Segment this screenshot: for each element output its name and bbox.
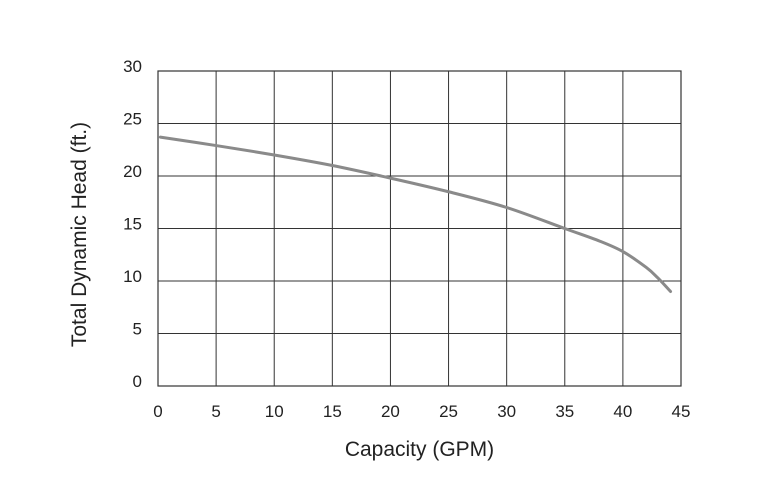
y-tick-label: 25 <box>123 110 142 129</box>
x-tick-label: 40 <box>613 402 632 421</box>
y-tick-label: 15 <box>123 215 142 234</box>
y-axis-label: Total Dynamic Head (ft.) <box>68 122 91 347</box>
x-tick-label: 25 <box>439 402 458 421</box>
x-axis-label: Capacity (GPM) <box>345 438 494 461</box>
plot-frame <box>157 70 682 387</box>
y-tick-label: 0 <box>133 372 142 391</box>
y-tick-label: 20 <box>123 162 142 181</box>
x-axis-ticks: 0 5 10 15 20 25 30 35 40 45 <box>153 402 690 421</box>
x-tick-label: 15 <box>323 402 342 421</box>
x-tick-label: 20 <box>381 402 400 421</box>
x-tick-label: 30 <box>497 402 516 421</box>
series-layer <box>158 135 673 293</box>
x-tick-label: 45 <box>672 402 691 421</box>
x-tick-label: 10 <box>265 402 284 421</box>
y-tick-label: 5 <box>133 320 142 339</box>
series-line <box>158 135 673 293</box>
grid <box>157 70 682 387</box>
x-tick-label: 5 <box>211 402 220 421</box>
y-axis-ticks: 0 5 10 15 20 25 30 <box>123 57 142 391</box>
y-tick-label: 10 <box>123 267 142 286</box>
x-tick-label: 0 <box>153 402 162 421</box>
x-tick-label: 35 <box>555 402 574 421</box>
y-tick-label: 30 <box>123 57 142 76</box>
